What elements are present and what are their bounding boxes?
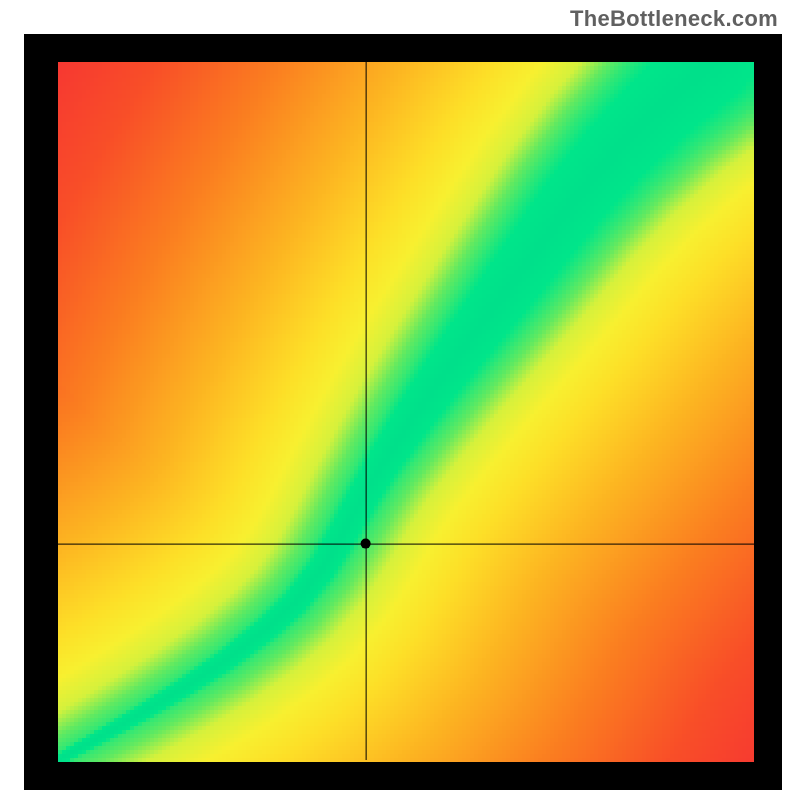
chart-wrapper: TheBottleneck.com: [0, 0, 800, 800]
watermark-text: TheBottleneck.com: [570, 6, 778, 32]
bottleneck-heatmap-canvas: [0, 0, 800, 800]
